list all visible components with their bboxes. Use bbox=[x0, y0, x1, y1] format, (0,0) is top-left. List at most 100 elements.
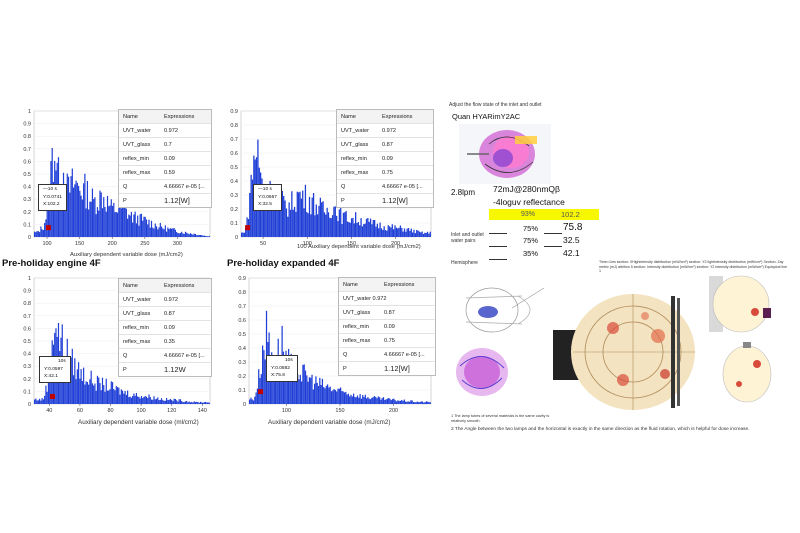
histogram-bar bbox=[421, 401, 424, 404]
histogram-bar bbox=[199, 235, 202, 237]
histogram-bar bbox=[411, 400, 413, 404]
y-tick-label: 0.9 bbox=[230, 109, 238, 115]
histogram-bar bbox=[196, 401, 198, 404]
histogram-bar bbox=[129, 215, 131, 237]
histogram-bar bbox=[135, 223, 138, 237]
histogram-bar bbox=[318, 205, 320, 237]
histogram-bar bbox=[193, 401, 195, 404]
histogram-bar bbox=[278, 364, 281, 404]
histogram-bar bbox=[288, 202, 290, 237]
histogram-bar bbox=[171, 399, 173, 404]
histogram-bar bbox=[69, 192, 71, 237]
histogram-bar bbox=[277, 193, 279, 237]
histogram-bar bbox=[337, 388, 339, 404]
histogram-bar bbox=[364, 394, 366, 404]
row-name: UVT_water 0.972 bbox=[343, 295, 387, 302]
histogram-bar bbox=[129, 396, 131, 404]
histogram-bar bbox=[90, 201, 92, 237]
histogram-bar bbox=[409, 230, 411, 237]
histogram-bar bbox=[345, 211, 347, 237]
histogram-bar bbox=[256, 388, 259, 404]
histogram-bar bbox=[163, 229, 165, 237]
histogram-bar bbox=[186, 400, 188, 404]
histogram-bar bbox=[262, 345, 264, 404]
histogram-bar bbox=[407, 401, 409, 404]
row-name: Q bbox=[341, 183, 346, 190]
histogram-bar bbox=[85, 208, 87, 237]
histogram-bar bbox=[79, 378, 81, 404]
histogram-bar bbox=[84, 173, 86, 237]
histogram-bar bbox=[258, 369, 260, 404]
histogram-bar bbox=[250, 397, 252, 404]
chart-3-title: Pre-holiday engine 4F bbox=[2, 258, 101, 269]
table-row: P 1.12[W] bbox=[119, 194, 211, 207]
table-row: reflex_min 0.09 bbox=[339, 320, 435, 334]
dose-label: 72mJ@280nmQβ bbox=[493, 184, 560, 194]
tooltip-y: Y:0.0597 bbox=[44, 366, 63, 372]
histogram-bar bbox=[118, 387, 120, 404]
histogram-bar bbox=[80, 195, 82, 237]
histogram-bar bbox=[374, 220, 376, 237]
histogram-bar bbox=[123, 393, 125, 404]
histogram-bar bbox=[301, 381, 303, 404]
histogram-bar bbox=[177, 401, 179, 404]
histogram-bar bbox=[37, 400, 39, 404]
y-tick-label: 0.7 bbox=[230, 137, 238, 143]
row-value: 0.75 bbox=[384, 337, 395, 344]
histogram-bar bbox=[329, 386, 331, 404]
section-note: Time=1ms section: 0Highintensity distrib… bbox=[599, 260, 788, 274]
row-name: reflex_min bbox=[343, 323, 369, 330]
histogram-bar bbox=[158, 400, 160, 404]
histogram-bar bbox=[178, 233, 180, 237]
histogram-bar bbox=[173, 228, 175, 237]
histogram-bar bbox=[182, 233, 184, 237]
row-name: UVT_water bbox=[123, 296, 151, 303]
row-pct-1: 93% bbox=[521, 211, 536, 218]
histogram-bar bbox=[380, 228, 383, 237]
lamp-section-image-2 bbox=[721, 342, 773, 408]
histogram-bar bbox=[152, 227, 154, 237]
row-value: 0.7 bbox=[164, 141, 172, 148]
histogram-bar bbox=[172, 401, 174, 404]
histogram-bar bbox=[164, 400, 166, 404]
histogram-bar bbox=[187, 233, 189, 237]
histogram-bar bbox=[250, 174, 252, 237]
histogram-bar bbox=[104, 391, 106, 404]
histogram-bar bbox=[354, 396, 356, 404]
histogram-bar bbox=[270, 208, 273, 237]
y-tick-label: 0.2 bbox=[230, 207, 238, 213]
table-header: Name Expressions bbox=[119, 279, 211, 293]
histogram-bar bbox=[108, 206, 110, 237]
row-name: UVT_glass bbox=[341, 141, 369, 148]
histogram-bar bbox=[95, 214, 97, 237]
histogram-bar bbox=[183, 233, 185, 237]
histogram-bar bbox=[89, 201, 91, 237]
histogram-bar bbox=[149, 396, 151, 404]
row-val-2: 75.8 bbox=[563, 222, 583, 233]
histogram-bar bbox=[379, 222, 381, 237]
y-tick-label: 0 bbox=[28, 402, 31, 408]
histogram-bar bbox=[330, 218, 332, 237]
table-row: Q 4.66667 e-05 [... bbox=[339, 348, 435, 362]
histogram-bar bbox=[133, 214, 135, 237]
histogram-bar bbox=[150, 220, 153, 237]
chart-3-xlabel: Auxiliary dependent variable dose (ml/cm… bbox=[78, 419, 199, 426]
table-row: reflex_max 0.35 bbox=[119, 335, 211, 349]
histogram-bar bbox=[96, 207, 99, 237]
x-tick-label: 120 bbox=[167, 408, 176, 414]
y-tick-label: 0.8 bbox=[238, 290, 246, 296]
selected-point-marker bbox=[45, 225, 51, 231]
x-tick-label: 100 bbox=[42, 241, 51, 247]
lamp-model-image bbox=[459, 124, 551, 184]
histogram-bar bbox=[299, 191, 301, 237]
histogram-bar bbox=[203, 235, 205, 237]
histogram-bar bbox=[89, 379, 91, 404]
heatmap-svg bbox=[553, 294, 695, 410]
row-value: 1.12[W] bbox=[382, 196, 408, 205]
histogram-bar bbox=[132, 222, 134, 237]
histogram-bar bbox=[37, 231, 39, 237]
header-expressions: Expressions bbox=[382, 113, 413, 120]
histogram-bar bbox=[319, 377, 321, 404]
histogram-bar bbox=[124, 391, 126, 404]
histogram-bar bbox=[265, 191, 267, 237]
